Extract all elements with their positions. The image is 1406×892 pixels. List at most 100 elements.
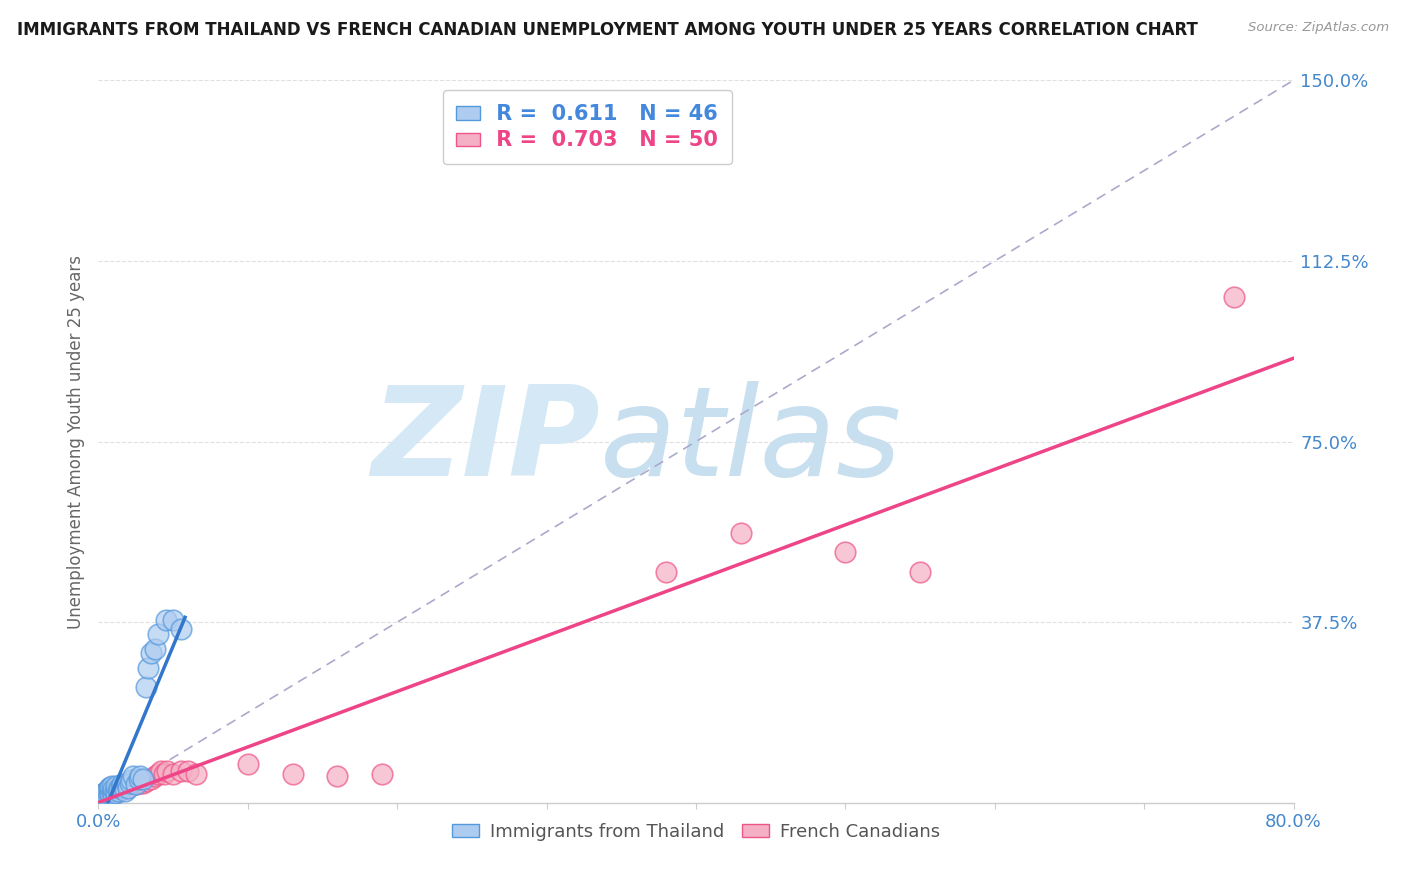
Point (124, 776, 146, 790)
Point (91, 791, 114, 805)
Point (114, 784, 136, 798)
Point (94, 791, 117, 805)
Point (162, 613, 184, 627)
Point (148, 627, 170, 641)
Point (139, 647, 162, 661)
Point (135, 774, 157, 789)
Point (107, 782, 129, 797)
Point (120, 772, 142, 787)
Point (128, 772, 150, 786)
Point (236, 757, 259, 772)
Point (97, 787, 120, 801)
Point (730, 526, 752, 541)
Text: atlas: atlas (600, 381, 903, 502)
Point (105, 785, 128, 799)
Point (90, 792, 112, 806)
Point (104, 784, 127, 798)
Point (93, 790, 115, 805)
Point (108, 781, 131, 796)
Point (91, 787, 114, 801)
Point (110, 782, 132, 797)
Point (281, 767, 304, 781)
Point (97, 781, 120, 796)
Point (908, 565, 931, 579)
Point (121, 769, 143, 783)
Point (655, 565, 678, 579)
Point (97, 785, 120, 799)
Point (90, 789, 112, 803)
Point (94, 791, 117, 805)
Point (326, 769, 349, 783)
Point (93, 786, 115, 800)
Point (94, 787, 117, 801)
Point (162, 767, 184, 781)
Point (107, 784, 129, 798)
Point (156, 764, 179, 779)
Point (93, 790, 115, 805)
Point (89, 790, 111, 805)
Point (90, 792, 112, 806)
Text: Source: ZipAtlas.com: Source: ZipAtlas.com (1249, 21, 1389, 35)
Point (148, 767, 170, 781)
Point (91, 787, 114, 801)
Point (125, 776, 148, 790)
Point (104, 784, 127, 798)
Point (96, 789, 118, 803)
Point (111, 780, 134, 795)
Point (101, 784, 124, 798)
Legend: Immigrants from Thailand, French Canadians: Immigrants from Thailand, French Canadia… (444, 815, 948, 848)
Point (117, 781, 139, 796)
Point (112, 779, 135, 793)
Point (91, 791, 114, 805)
Point (155, 613, 177, 627)
Point (184, 767, 207, 781)
Point (96, 789, 118, 803)
Point (139, 772, 162, 786)
Point (371, 767, 394, 781)
Point (114, 781, 136, 796)
Point (111, 776, 134, 790)
Point (94, 787, 117, 801)
Point (169, 623, 191, 637)
Point (143, 769, 166, 783)
Point (90, 789, 112, 803)
Point (132, 775, 155, 789)
Point (129, 769, 152, 783)
Point (1223, 290, 1246, 304)
Point (105, 779, 128, 793)
Point (103, 787, 125, 801)
Point (150, 764, 173, 779)
Point (127, 775, 149, 789)
Point (136, 661, 159, 675)
Point (96, 784, 118, 798)
Y-axis label: Unemployment Among Youth under 25 years: Unemployment Among Youth under 25 years (66, 254, 84, 629)
Point (103, 786, 125, 800)
Point (118, 775, 141, 789)
Point (117, 780, 139, 795)
Text: IMMIGRANTS FROM THAILAND VS FRENCH CANADIAN UNEMPLOYMENT AMONG YOUTH UNDER 25 YE: IMMIGRANTS FROM THAILAND VS FRENCH CANAD… (17, 21, 1198, 39)
Point (105, 786, 128, 800)
Point (103, 782, 125, 797)
Point (129, 775, 152, 789)
Point (115, 777, 138, 791)
Point (125, 777, 148, 791)
Point (101, 779, 124, 793)
Point (98, 787, 122, 801)
Point (101, 785, 124, 799)
Point (153, 767, 176, 781)
Point (143, 641, 166, 656)
Point (177, 764, 200, 779)
Point (98, 786, 122, 800)
Point (98, 780, 122, 795)
Point (93, 786, 115, 800)
Point (110, 780, 132, 795)
Point (112, 779, 135, 793)
Point (89, 790, 111, 805)
Point (135, 680, 157, 694)
Point (89, 793, 111, 807)
Point (120, 777, 142, 791)
Point (169, 764, 191, 779)
Text: ZIP: ZIP (371, 381, 600, 502)
Point (108, 784, 131, 798)
Point (132, 772, 155, 786)
